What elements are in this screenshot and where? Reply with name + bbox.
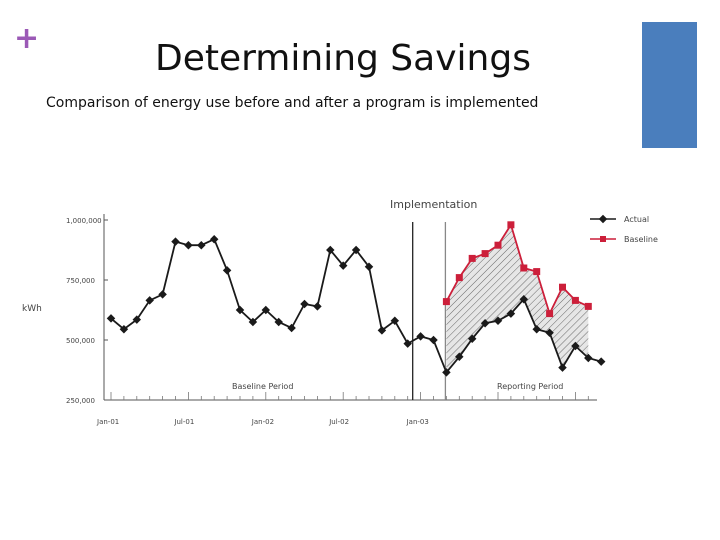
x-tick-label: Jul-02 <box>328 418 349 426</box>
baseline-point <box>442 298 450 306</box>
actual-point <box>351 245 361 255</box>
plus-icon: + <box>14 21 40 56</box>
baseline-point <box>455 274 463 282</box>
savings-area <box>446 224 589 373</box>
actual-point <box>467 334 477 344</box>
actual-point <box>274 317 283 327</box>
actual-point <box>132 315 142 324</box>
baseline-point <box>507 221 515 229</box>
legend-actual-label: Actual <box>624 215 649 224</box>
actual-point <box>403 339 412 348</box>
actual-point <box>506 309 516 318</box>
baseline-point <box>559 283 566 291</box>
baseline-point <box>481 250 489 258</box>
actual-point <box>558 363 567 372</box>
actual-point <box>197 240 206 250</box>
actual-point <box>171 237 180 246</box>
actual-point <box>545 328 554 338</box>
reporting-period-label: Reporting Period <box>497 382 563 391</box>
actual-point <box>338 261 348 270</box>
y-axis-label: kWh <box>22 304 42 314</box>
chart-legend: Actual Baseline <box>590 214 658 244</box>
x-tick-label: Jul-01 <box>173 418 194 426</box>
actual-point <box>493 316 503 326</box>
actual-point <box>209 234 219 244</box>
actual-point <box>261 305 271 315</box>
y-tick-label: 750,000 <box>66 277 95 285</box>
x-tick-label: Jan-03 <box>406 418 429 426</box>
baseline-point <box>533 268 541 276</box>
actual-point <box>571 341 580 351</box>
actual-point <box>248 317 258 327</box>
legend-baseline-label: Baseline <box>624 235 658 244</box>
legend-baseline-marker <box>600 236 606 242</box>
baseline-point <box>571 296 579 304</box>
actual-point <box>480 318 490 328</box>
actual-point <box>326 245 335 255</box>
implementation-label: Implementation <box>390 198 477 211</box>
actual-point <box>429 335 438 345</box>
baseline-period-label: Baseline Period <box>232 382 293 391</box>
actual-point <box>158 290 167 299</box>
actual-point <box>442 368 451 377</box>
legend-actual-marker <box>598 214 608 224</box>
corner-accent-bar <box>642 22 697 148</box>
baseline-point <box>468 254 476 262</box>
chart-axes: 1,000,000 750,000 500,000 250,000 Jan-01 Jul-… <box>66 214 597 426</box>
actual-point <box>416 332 425 341</box>
y-tick-label: 1,000,000 <box>66 217 102 225</box>
chart-series-layer <box>106 221 606 377</box>
actual-point <box>106 314 116 323</box>
actual-point <box>532 324 541 334</box>
y-tick-label: 250,000 <box>66 397 95 405</box>
baseline-point <box>494 241 502 249</box>
actual-point <box>455 352 464 362</box>
actual-point <box>222 266 232 275</box>
baseline-point <box>584 302 592 310</box>
actual-point <box>287 323 296 333</box>
slide-title: Determining Savings <box>155 38 531 79</box>
y-tick-label: 500,000 <box>66 337 95 345</box>
savings-hatch-layer <box>446 224 589 373</box>
actual-point <box>390 316 400 326</box>
x-tick-label: Jan-02 <box>251 418 274 426</box>
actual-point <box>145 296 154 305</box>
actual-point <box>313 302 322 311</box>
x-tick-label: Jan-01 <box>96 418 119 426</box>
actual-point <box>377 326 387 335</box>
actual-point <box>584 353 593 363</box>
actual-point <box>184 240 193 250</box>
actual-point <box>235 305 245 315</box>
actual-point <box>300 299 309 309</box>
baseline-point <box>546 310 554 318</box>
actual-point <box>596 357 606 366</box>
actual-point <box>119 324 129 334</box>
actual-point <box>519 294 529 304</box>
baseline-point <box>520 264 528 272</box>
actual-point <box>364 262 374 272</box>
slide-subtitle: Comparison of energy use before and afte… <box>46 95 539 111</box>
